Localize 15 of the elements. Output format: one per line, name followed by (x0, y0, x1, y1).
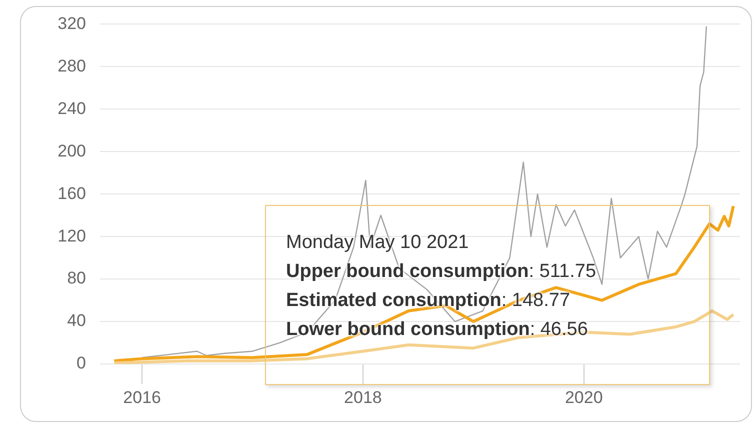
x-tick-label: 2018 (344, 388, 382, 407)
y-tick-label: 0 (76, 354, 86, 373)
y-tick-label: 320 (58, 14, 86, 33)
y-tick-label: 280 (58, 56, 86, 76)
x-tick-label: 2016 (123, 388, 161, 407)
y-tick-label: 120 (58, 226, 86, 246)
y-tick-label: 160 (58, 184, 86, 203)
y-tick-label: 40 (67, 311, 86, 330)
y-tick-label: 80 (67, 268, 86, 288)
annotation: Monday May 10 2021 (286, 231, 470, 255)
annotation: Upper bound consumption: 511.75 (286, 260, 598, 284)
y-tick-label: 240 (58, 98, 86, 118)
annotation: Estimated consumption: 148.77 (286, 289, 572, 313)
x-tick-label: 2020 (564, 388, 603, 407)
y-tick-label: 200 (58, 141, 86, 160)
